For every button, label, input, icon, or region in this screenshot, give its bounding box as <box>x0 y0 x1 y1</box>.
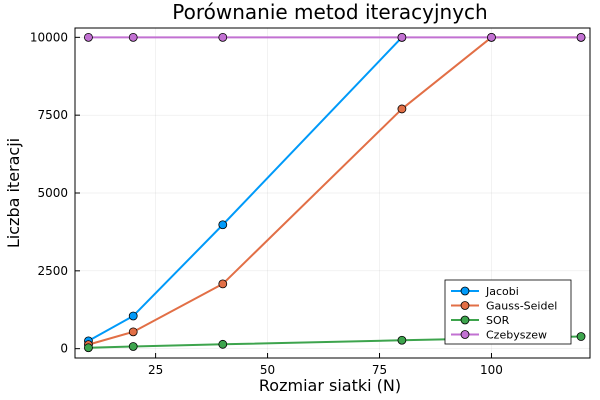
y-tick-label: 0 <box>60 342 68 356</box>
data-point <box>218 339 228 349</box>
legend-item: Jacobi <box>451 285 519 298</box>
data-point <box>397 104 407 114</box>
y-tick-label: 7500 <box>37 108 68 122</box>
data-point <box>397 335 407 345</box>
legend-label: Gauss-Seidel <box>486 300 557 313</box>
x-axis-label: Rozmiar siatki (N) <box>259 376 401 395</box>
data-point <box>128 342 138 351</box>
data-point <box>576 332 586 341</box>
data-point <box>84 343 93 353</box>
x-tick-label: 50 <box>260 363 275 377</box>
data-point <box>218 220 228 230</box>
series-czebyszew <box>84 32 586 42</box>
data-point <box>128 311 138 321</box>
legend-item: Gauss-Seidel <box>451 300 557 313</box>
legend-swatch-marker <box>460 315 470 325</box>
axis-ticks: 25 50 75 100 0 2500 5000 7500 10000 <box>30 30 503 377</box>
x-tick-label: 75 <box>372 363 387 377</box>
chart-title: Porównanie metod iteracyjnych <box>172 0 487 24</box>
legend-item: Czebyszew <box>451 329 547 342</box>
series-jacobi <box>84 32 407 346</box>
legend-swatch-marker <box>460 330 470 339</box>
data-point <box>397 32 407 42</box>
data-point <box>128 32 138 42</box>
legend-item: SOR <box>451 314 510 327</box>
y-tick-label: 10000 <box>30 30 68 44</box>
x-tick-label: 25 <box>148 363 163 377</box>
legend-swatch-marker <box>460 286 470 296</box>
y-tick-label: 2500 <box>37 264 68 278</box>
data-point <box>128 327 138 337</box>
series-line <box>87 36 403 342</box>
data-point <box>218 279 228 289</box>
y-axis-label: Liczba iteracji <box>4 138 23 248</box>
legend-swatch-marker <box>460 301 470 310</box>
data-point <box>84 32 93 42</box>
y-tick-label: 5000 <box>37 186 68 200</box>
legend-label: Jacobi <box>485 285 519 298</box>
legend-label: SOR <box>486 314 510 327</box>
x-tick-label: 100 <box>480 363 503 377</box>
data-point <box>487 32 496 42</box>
data-point <box>576 32 586 42</box>
legend-label: Czebyszew <box>486 329 547 342</box>
data-point <box>218 32 228 42</box>
